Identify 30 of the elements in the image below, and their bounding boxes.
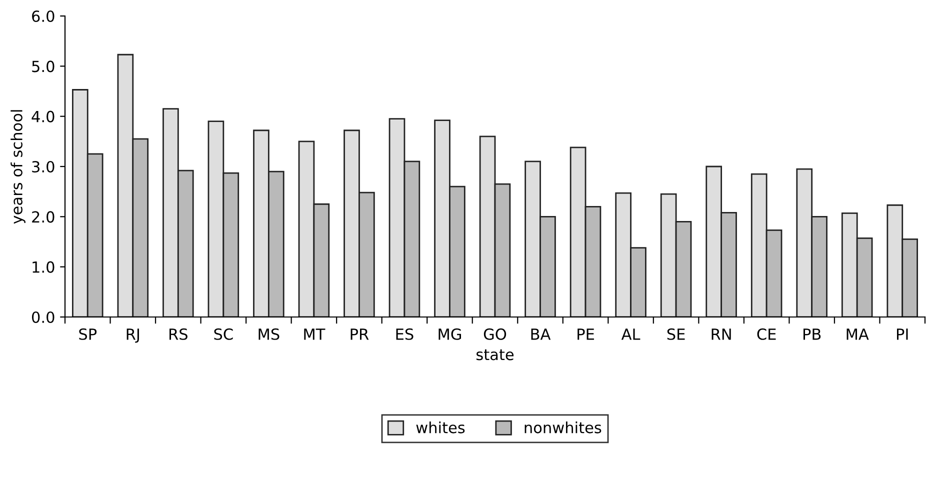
y-tick-label: 0.0 (32, 311, 54, 324)
x-tick-label: RN (712, 328, 731, 340)
x-tick-label: PE (578, 328, 594, 340)
legend-label: whites (416, 422, 465, 434)
x-tick-label: RS (170, 328, 188, 340)
x-tick-label: AL (621, 328, 640, 340)
x-tick-label: RJ (126, 328, 139, 343)
x-tick-label: MA (846, 328, 869, 340)
x-tick-label: PR (350, 328, 369, 340)
legend-label: nonwhites (524, 422, 602, 434)
x-tick-label: GO (484, 328, 506, 340)
x-tick-label: SP (79, 328, 97, 340)
x-axis-title: state (476, 349, 514, 360)
x-tick-label: MT (304, 328, 326, 340)
y-tick-label: 3.0 (32, 160, 54, 173)
y-tick-label: 5.0 (32, 60, 54, 72)
x-tick-label: MS (258, 328, 280, 340)
x-tick-label: CE (757, 328, 776, 340)
x-tick-label: PB (803, 328, 821, 340)
x-tick-label: ES (396, 328, 414, 340)
x-tick-label: PI (897, 328, 908, 340)
y-tick-label: 4.0 (32, 110, 54, 122)
x-tick-label: BA (531, 328, 551, 340)
x-tick-label: SC (214, 328, 233, 340)
y-tick-label: 6.0 (32, 10, 54, 22)
y-tick-label: 2.0 (32, 211, 54, 223)
y-axis-title: years of school (10, 110, 26, 224)
x-tick-label: SE (667, 328, 685, 340)
y-tick-label: 1.0 (32, 261, 54, 273)
x-tick-label: MG (438, 328, 461, 340)
